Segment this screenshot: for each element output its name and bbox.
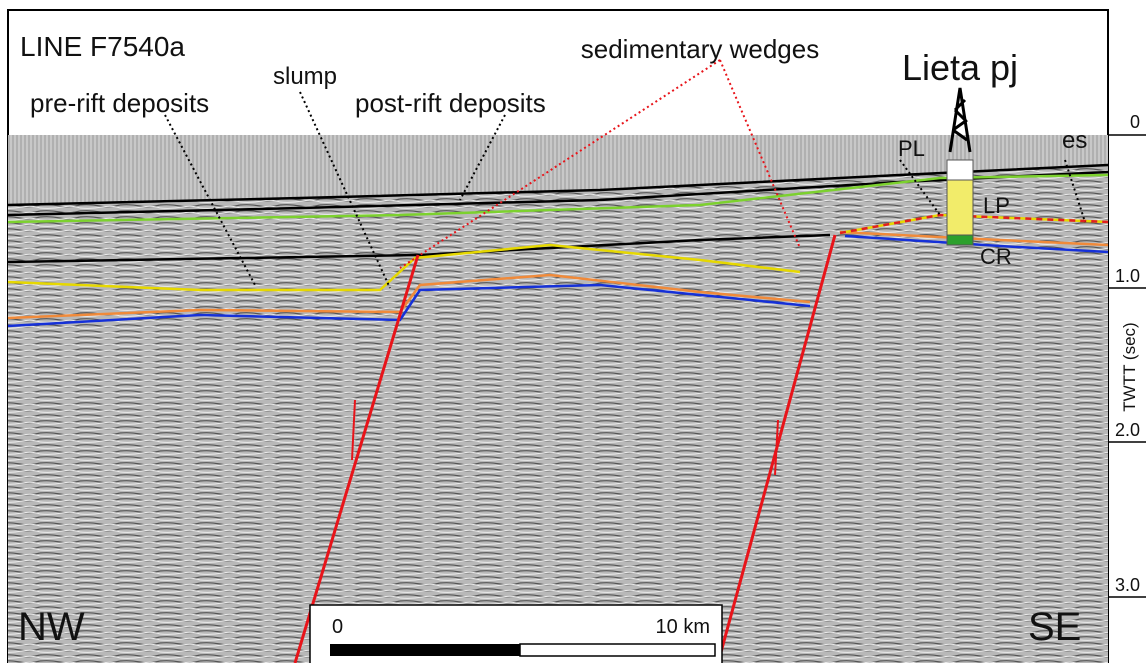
horizon-label: PL <box>898 136 925 161</box>
horizon-label: es <box>1062 127 1087 154</box>
tick-label: 1.0 <box>1115 266 1140 286</box>
tick-label: 0 <box>1130 112 1140 132</box>
label: sedimentary wedges <box>581 34 819 64</box>
label: post-rift deposits <box>355 88 546 118</box>
axis-title: TWTT (sec) <box>1120 322 1139 411</box>
horizon-label: CR <box>980 244 1012 269</box>
seismic-figure: 0 1.0 2.0 3.0 TWTT (sec) LINE F7540a sed… <box>0 0 1146 663</box>
horizon-label: LP <box>983 193 1010 218</box>
label: pre-rift deposits <box>30 88 209 118</box>
well-name: Lieta pj <box>902 47 1018 88</box>
direction: NW <box>18 605 85 649</box>
line-name: LINE F7540a <box>20 31 185 62</box>
direction: SE <box>1028 605 1081 649</box>
tick-label: 2.0 <box>1115 420 1140 440</box>
label: slump <box>273 63 337 90</box>
scale-label: 0 <box>332 616 343 638</box>
scale-label: 10 km <box>656 616 710 638</box>
tick-label: 3.0 <box>1115 575 1140 595</box>
